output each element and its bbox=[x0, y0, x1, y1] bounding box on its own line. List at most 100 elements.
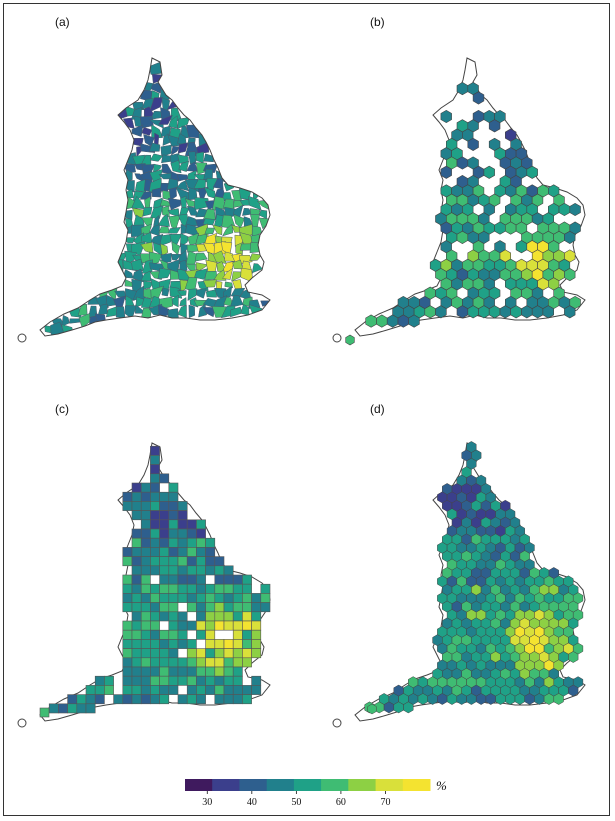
area-polygon bbox=[240, 267, 254, 283]
area-polygon bbox=[205, 289, 217, 298]
square-cell bbox=[131, 675, 142, 686]
square-cell bbox=[214, 574, 225, 585]
square-cell bbox=[131, 593, 142, 603]
hex-cell bbox=[440, 109, 452, 124]
square-cell bbox=[131, 620, 142, 631]
square-cell bbox=[232, 583, 243, 594]
hex-cell bbox=[365, 314, 377, 328]
square-cell bbox=[159, 602, 170, 613]
area-polygon bbox=[69, 318, 81, 324]
area-polygon bbox=[171, 294, 179, 308]
square-cell bbox=[196, 519, 206, 530]
hex-cell bbox=[488, 305, 501, 319]
square-cell bbox=[177, 519, 188, 530]
square-cell bbox=[177, 593, 188, 603]
hex-cell bbox=[456, 230, 469, 244]
square-cell bbox=[242, 574, 252, 585]
hex-cell bbox=[542, 305, 555, 319]
area-polygon bbox=[149, 97, 164, 113]
square-cell bbox=[186, 547, 197, 557]
square-cell bbox=[214, 593, 225, 603]
square-cell bbox=[168, 611, 179, 622]
isle-of-wight-outline bbox=[332, 718, 342, 728]
square-cell bbox=[150, 629, 160, 640]
square-cell bbox=[177, 675, 188, 686]
square-cell bbox=[214, 611, 225, 622]
square-cell bbox=[159, 593, 170, 603]
legend-tick-label: 50 bbox=[291, 797, 301, 808]
hex-cell bbox=[376, 314, 388, 328]
square-cell bbox=[122, 556, 133, 567]
square-cell bbox=[140, 537, 151, 548]
area-polygon bbox=[196, 288, 207, 299]
hex-cell bbox=[564, 268, 576, 282]
square-cell bbox=[205, 675, 216, 686]
hex-cell bbox=[456, 82, 469, 96]
square-cell bbox=[168, 547, 179, 557]
square-cell bbox=[131, 528, 142, 539]
square-cell bbox=[159, 611, 170, 622]
area-polygon bbox=[259, 209, 268, 220]
england-coastline bbox=[39, 57, 271, 337]
area-polygon bbox=[171, 241, 181, 256]
hex-cell bbox=[521, 305, 533, 319]
square-cell bbox=[214, 666, 225, 677]
square-cell bbox=[168, 639, 179, 649]
legend-swatch bbox=[321, 779, 349, 791]
area-polygon bbox=[249, 253, 262, 261]
square-cell bbox=[196, 537, 206, 548]
square-cell bbox=[122, 593, 133, 603]
hex-cell bbox=[504, 221, 517, 235]
square-cell bbox=[168, 593, 179, 603]
square-cell bbox=[140, 629, 151, 640]
square-cell bbox=[232, 593, 243, 603]
hex-cell bbox=[564, 230, 576, 244]
square-cell bbox=[186, 583, 197, 594]
square-cell bbox=[168, 482, 179, 493]
square-cell bbox=[94, 694, 105, 705]
square-cell bbox=[177, 639, 188, 649]
square-cell bbox=[140, 666, 151, 677]
square-cell bbox=[159, 528, 170, 539]
hex-cell bbox=[510, 305, 522, 319]
square-cell bbox=[177, 537, 188, 548]
square-cell bbox=[205, 547, 216, 557]
square-cell bbox=[196, 593, 206, 603]
square-cell bbox=[85, 685, 96, 695]
square-cell bbox=[223, 675, 234, 686]
legend-tick-label: 40 bbox=[247, 797, 257, 808]
map-panel-b bbox=[332, 57, 586, 346]
square-cell bbox=[122, 501, 133, 511]
square-cell bbox=[223, 620, 234, 631]
square-cell bbox=[177, 657, 188, 668]
hex-cell bbox=[478, 305, 490, 319]
hex-cell bbox=[488, 119, 501, 133]
square-cell bbox=[260, 593, 271, 603]
isle-of-wight-outline bbox=[17, 333, 27, 343]
area-polygon bbox=[169, 286, 183, 299]
square-cell bbox=[168, 602, 179, 613]
square-cell bbox=[223, 648, 234, 659]
hex-cell bbox=[472, 91, 485, 105]
area-polygon bbox=[195, 151, 205, 164]
square-cell bbox=[186, 602, 197, 613]
square-cell bbox=[150, 593, 160, 603]
square-cell bbox=[159, 694, 170, 705]
area-polygon bbox=[202, 307, 216, 318]
hex-cell bbox=[499, 305, 512, 319]
square-cell bbox=[168, 519, 179, 530]
area-polygon bbox=[171, 254, 183, 261]
square-cell bbox=[140, 694, 151, 705]
figure-frame bbox=[3, 3, 610, 816]
area-polygon bbox=[105, 306, 118, 318]
square-cell bbox=[150, 602, 160, 613]
square-cell bbox=[177, 565, 188, 576]
square-cell bbox=[232, 694, 243, 705]
square-cell bbox=[214, 620, 225, 631]
square-cell bbox=[205, 537, 216, 548]
square-cell bbox=[159, 675, 170, 686]
area-polygon bbox=[187, 288, 198, 301]
square-cell bbox=[214, 685, 225, 695]
square-cell bbox=[232, 639, 243, 649]
square-cell bbox=[242, 648, 252, 659]
